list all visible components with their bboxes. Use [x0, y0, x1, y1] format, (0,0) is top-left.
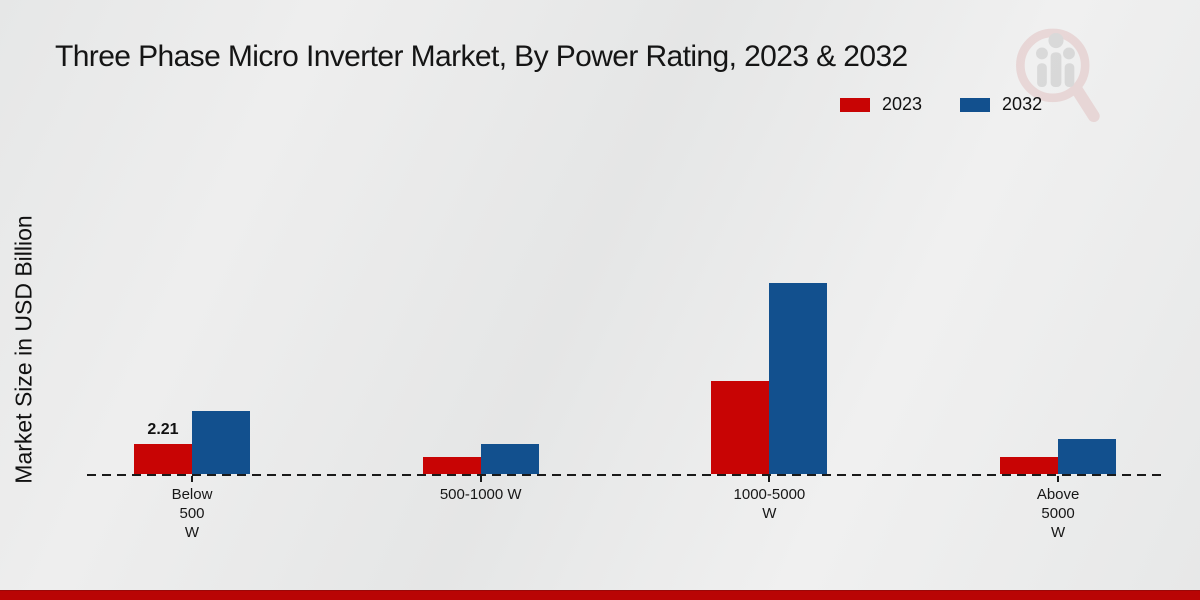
bar-2032-1000-5000-w: [769, 283, 828, 474]
category-label-line: W: [184, 524, 200, 541]
legend-swatch-2023: [840, 97, 870, 112]
legend: 2023 2032: [840, 94, 1042, 115]
x-axis-tick: [768, 476, 771, 482]
category-label: 500-1000 W: [411, 485, 551, 504]
category-label-line: 500-1000 W: [439, 486, 522, 503]
chart-title: Three Phase Micro Inverter Market, By Po…: [55, 40, 908, 73]
magnifier-chart-watermark-icon: [1016, 28, 1100, 123]
category-label-line: 500: [179, 505, 205, 522]
category-label: 1000-5000 W: [699, 485, 839, 523]
logo-dot: [1036, 47, 1048, 60]
magnifier-ring: [1016, 28, 1090, 103]
bar-data-label: 2.21: [147, 421, 179, 438]
bar-2032-above-5000-w: [1058, 439, 1117, 474]
legend-label: 2023: [882, 94, 923, 114]
footer-accent-strip: [0, 590, 1200, 600]
x-axis-tick: [1057, 476, 1060, 482]
category-label-line: W: [762, 505, 777, 522]
category-label-line: 5000: [1041, 505, 1075, 522]
bar-2023-above-5000-w: [1000, 457, 1059, 474]
bar-2032-below-500-w: [192, 411, 250, 474]
legend-swatch-2032: [960, 97, 991, 112]
x-axis-tick: [191, 476, 193, 482]
logo-bar: [1037, 63, 1047, 87]
category-label-line: W: [1051, 524, 1066, 541]
category-label-line: Above: [1036, 486, 1080, 503]
bar-2023-below-500-w: [134, 444, 192, 474]
magnifier-handle: [1070, 83, 1100, 123]
logo-bar: [1064, 63, 1075, 87]
logo-dot: [1048, 32, 1064, 49]
bar-2032-500-1000-w: [480, 444, 539, 474]
legend-item-2023: 2023: [840, 94, 922, 115]
category-label: Below 500 W: [122, 485, 262, 542]
legend-label: 2032: [1002, 94, 1043, 114]
legend-item-2032: 2032: [960, 94, 1042, 115]
logo-bar: [1050, 52, 1062, 87]
bar-2023-1000-5000-w: [711, 381, 770, 474]
bar-2023-500-1000-w: [422, 457, 481, 474]
category-label-line: Below: [171, 486, 213, 503]
zero-baseline: [87, 474, 1164, 476]
category-label-line: 1000-5000: [733, 486, 806, 503]
category-label: Above 5000 W: [988, 485, 1128, 542]
logo-dot: [1063, 47, 1075, 60]
x-axis-tick: [479, 476, 482, 482]
